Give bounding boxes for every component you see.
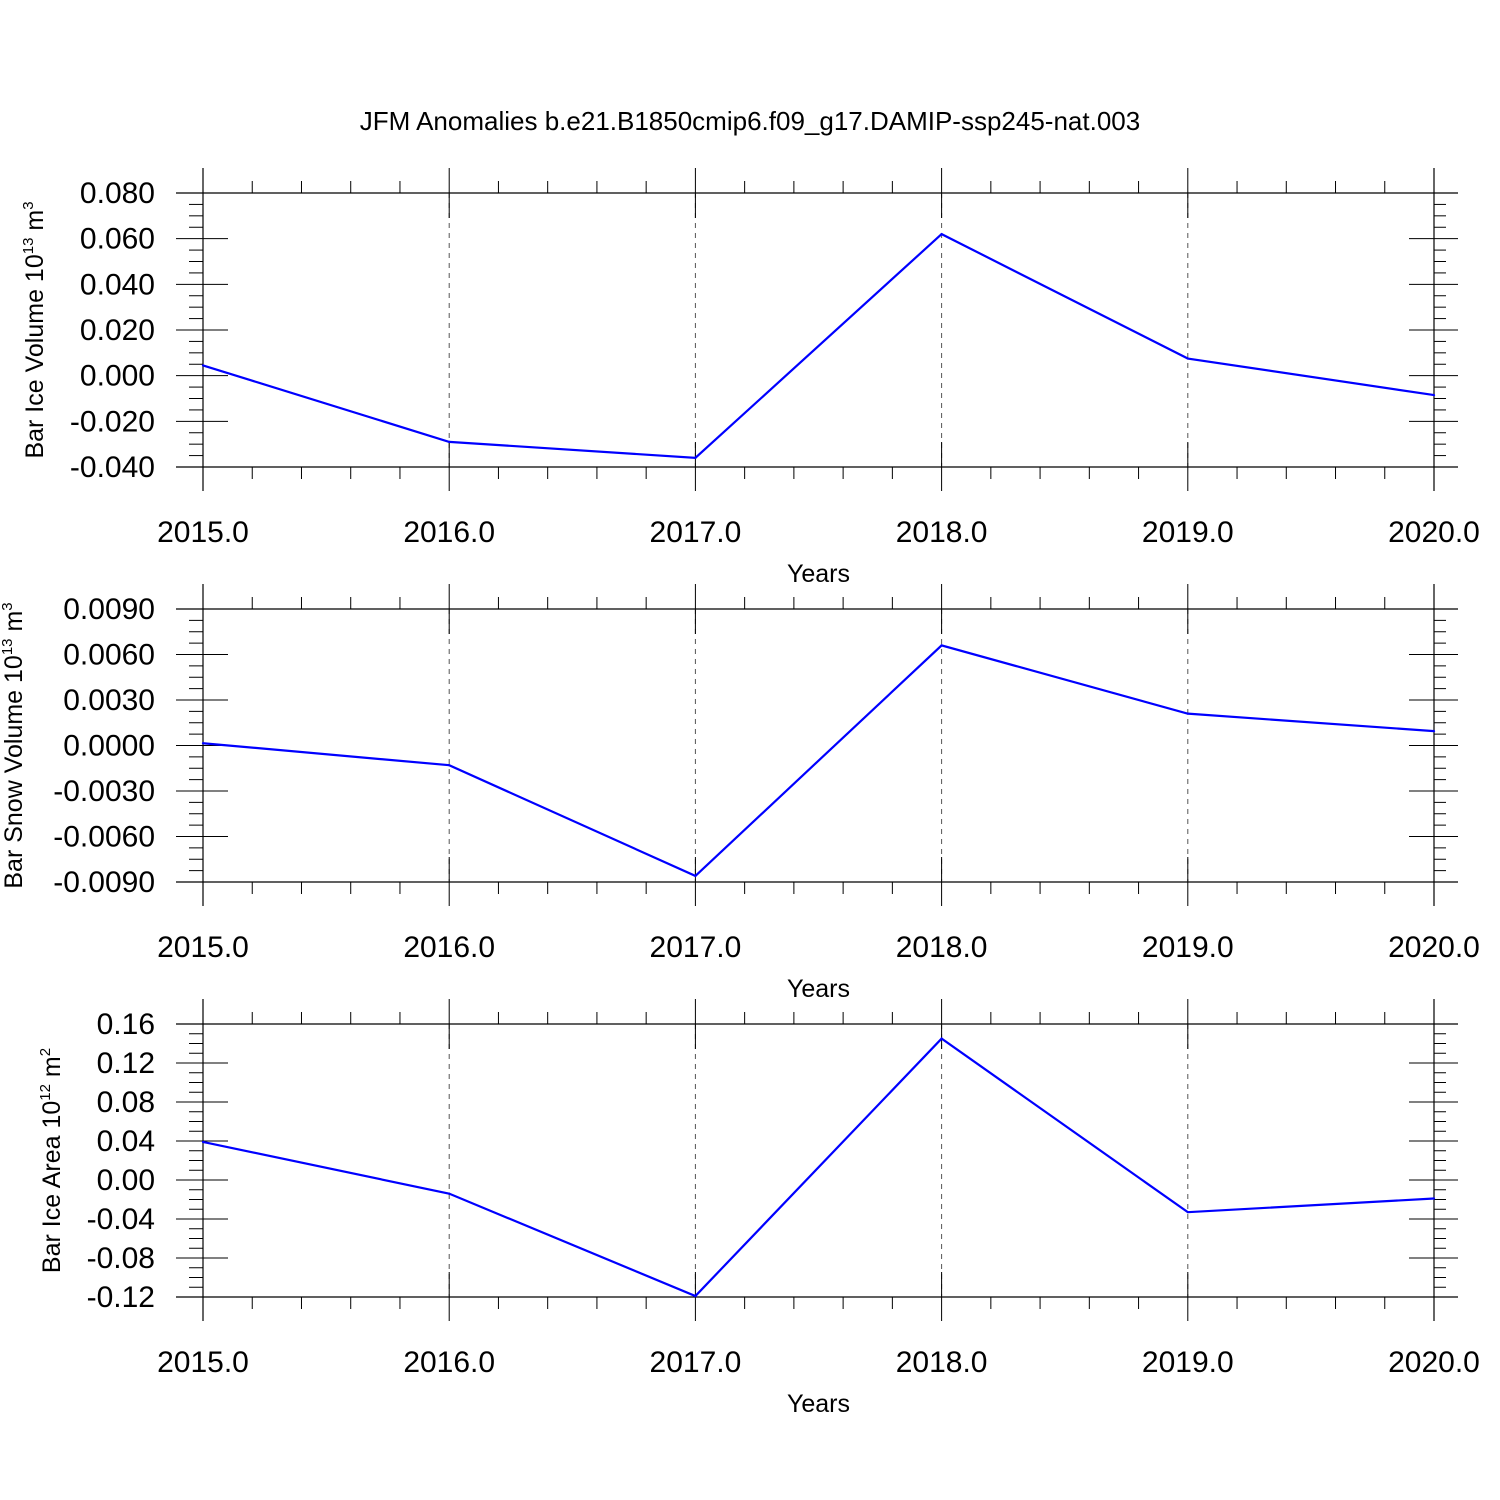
y-tick-label: -0.0030	[53, 775, 155, 808]
x-tick-label: 2015.0	[157, 931, 249, 964]
y-tick-label: -0.0090	[53, 866, 155, 899]
x-tick-label: 2018.0	[896, 1346, 988, 1379]
y-tick-label: 0.000	[80, 360, 155, 393]
y-tick-label: 0.16	[97, 1008, 155, 1041]
series-line-1	[202, 1037, 1435, 1298]
data-point	[201, 742, 205, 745]
data-point	[694, 874, 697, 878]
panel-1: 2015.0 2016.0 2017.0 2018.0 2019.0 2020.0 Year…	[20, 168, 1480, 588]
data-point	[448, 440, 451, 443]
x-tick-label: 2018.0	[896, 931, 988, 964]
y-tick-label: -0.020	[70, 405, 155, 438]
figure-title: JFM Anomalies b.e21.B1850cmip6.f09_g17.D…	[360, 106, 1140, 136]
data-point	[201, 1140, 205, 1144]
data-point	[940, 233, 943, 236]
series-line-1	[202, 644, 1435, 878]
y-tick-label: -0.08	[87, 1242, 155, 1275]
data-point	[694, 456, 697, 459]
x-tick-label: 2019.0	[1142, 931, 1234, 964]
y-tick-label: -0.12	[87, 1281, 155, 1314]
x-tick-label: 2017.0	[650, 516, 742, 549]
x-tick-label: 2020.0	[1388, 931, 1480, 964]
y-tick-label: 0.0060	[63, 639, 155, 672]
x-tick-label: 2020.0	[1388, 1346, 1480, 1379]
data-point	[940, 1037, 943, 1040]
panel-2: 2015.0 2016.0 2017.0 2018.0 2019.0 2020.0 Year…	[0, 584, 1480, 1003]
x-tick-label: 2019.0	[1142, 516, 1234, 549]
y-tick-label: 0.0090	[63, 593, 155, 626]
y-tick-label: 0.12	[97, 1047, 155, 1080]
panels: 2015.0 2016.0 2017.0 2018.0 2019.0 2020.0 Year…	[0, 168, 1480, 1418]
y-tick-label: 0.040	[80, 268, 155, 301]
x-tick-label: 2017.0	[650, 1346, 742, 1379]
data-point	[201, 364, 205, 367]
x-tick-label: 2020.0	[1388, 516, 1480, 549]
x-tick-label: 2016.0	[403, 1346, 495, 1379]
y-tick-label: -0.040	[70, 451, 155, 484]
y-tick-label: 0.020	[80, 314, 155, 347]
x-tick-label: 2016.0	[403, 931, 495, 964]
y-axis-title: Bar Ice Volume 1013 m3	[20, 201, 49, 458]
y-tick-label: -0.04	[87, 1203, 155, 1236]
y-tick-label: 0.080	[80, 177, 155, 210]
y-tick-label: -0.0060	[53, 821, 155, 854]
y-tick-label: 0.0000	[63, 730, 155, 763]
data-point	[1186, 1211, 1189, 1214]
y-tick-label: 0.0030	[63, 684, 155, 717]
data-point	[1432, 1197, 1436, 1200]
x-axis-title: Years	[787, 1390, 850, 1418]
series-line-1	[202, 232, 1435, 459]
y-tick-label: 0.08	[97, 1086, 155, 1119]
data-point	[448, 1192, 451, 1195]
x-axis-title: Years	[787, 975, 850, 1003]
data-point	[1432, 393, 1436, 397]
data-point	[694, 1294, 697, 1298]
x-tick-label: 2017.0	[650, 931, 742, 964]
x-tick-label: 2015.0	[157, 1346, 249, 1379]
y-axis-title: Bar Snow Volume 1013 m3	[0, 602, 28, 888]
y-axis-title: Bar Ice Area 1012 m2	[37, 1048, 66, 1273]
data-point	[1186, 357, 1189, 360]
panel-3: 2015.0 2016.0 2017.0 2018.0 2019.0 2020.0 Year…	[37, 999, 1480, 1418]
x-tick-label: 2015.0	[157, 516, 249, 549]
x-tick-label: 2016.0	[403, 516, 495, 549]
x-tick-label: 2018.0	[896, 516, 988, 549]
y-tick-label: 0.04	[97, 1125, 155, 1158]
y-tick-label: 0.060	[80, 223, 155, 256]
y-tick-label: 0.00	[97, 1164, 155, 1197]
data-point	[1432, 729, 1436, 733]
data-point	[448, 764, 451, 767]
x-tick-label: 2019.0	[1142, 1346, 1234, 1379]
data-point	[940, 644, 943, 647]
x-axis-title: Years	[787, 560, 850, 588]
data-point	[1186, 712, 1189, 715]
